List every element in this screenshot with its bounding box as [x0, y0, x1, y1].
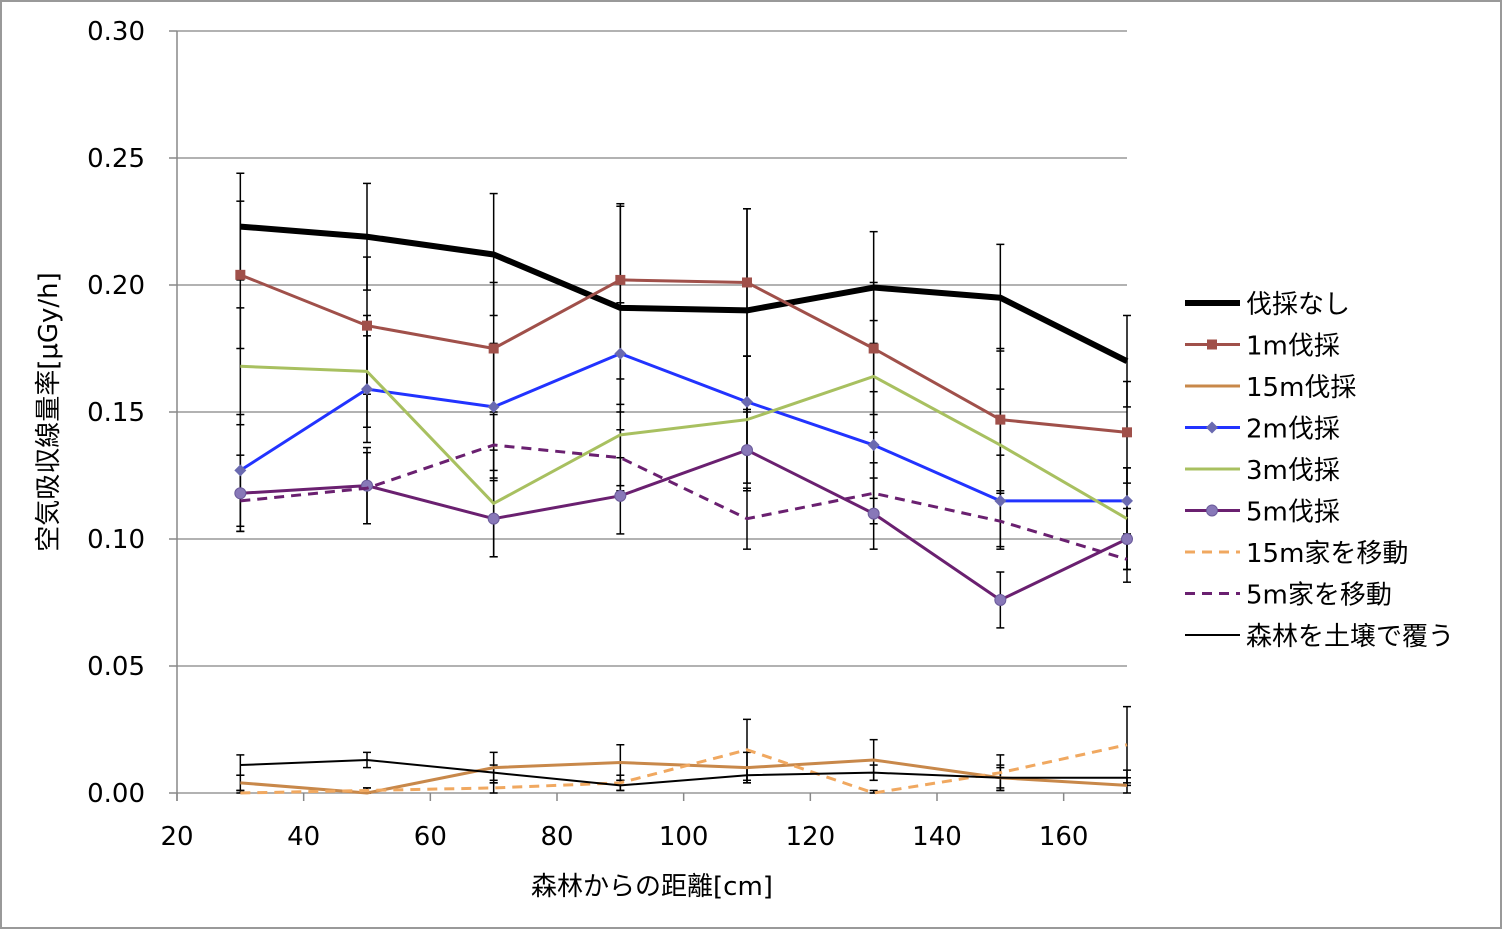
data-point	[994, 593, 1007, 606]
x-tick-label: 80	[540, 822, 573, 852]
y-tick-label: 0.10	[87, 525, 145, 555]
data-point	[487, 400, 500, 413]
legend-label: 5m伐採	[1246, 498, 1340, 528]
data-point	[868, 343, 879, 354]
y-tick-label: 0.15	[87, 398, 145, 428]
series-line	[240, 448, 1128, 602]
legend-label: 15m家を移動	[1246, 539, 1408, 569]
y-tick-label: 0.30	[87, 17, 145, 47]
data-point	[614, 489, 627, 502]
legend-label: 3m伐採	[1246, 456, 1340, 486]
legend-label: 1m伐採	[1246, 332, 1340, 362]
data-point	[1121, 533, 1133, 545]
data-point	[741, 395, 753, 408]
data-point	[362, 320, 372, 331]
series-line	[240, 223, 1129, 364]
y-tick-label: 0.05	[87, 652, 145, 682]
y-axis-label: 空気吸収線量率[μGy/h]	[34, 272, 64, 552]
data-point	[488, 343, 499, 354]
data-point	[234, 464, 247, 477]
series-line	[240, 443, 1128, 561]
data-point	[867, 507, 880, 520]
legend-label: 15m伐採	[1246, 373, 1356, 403]
data-point	[234, 487, 247, 500]
x-tick-label: 120	[786, 822, 836, 852]
data-point	[487, 512, 500, 525]
data-point	[235, 269, 246, 280]
x-tick-label: 100	[659, 822, 709, 852]
x-tick-label: 140	[912, 822, 962, 852]
data-point	[1207, 339, 1217, 350]
data-point	[867, 439, 880, 452]
x-tick-label: 60	[414, 822, 447, 852]
data-point	[741, 444, 753, 457]
data-point	[361, 383, 373, 396]
legend-label: 5m家を移動	[1246, 581, 1392, 611]
data-point	[1206, 504, 1218, 517]
y-tick-label: 0.00	[87, 779, 145, 809]
series-line	[240, 758, 1127, 787]
data-point	[994, 494, 1007, 507]
legend-label: 伐採なし	[1246, 290, 1350, 320]
data-point	[1121, 494, 1133, 507]
x-axis-label: 森林からの距離[cm]	[531, 872, 773, 902]
data-point	[995, 414, 1006, 425]
data-point	[615, 274, 626, 285]
data-point	[614, 347, 627, 360]
x-tick-label: 160	[1039, 822, 1089, 852]
x-tick-label: 20	[160, 822, 193, 852]
data-point	[742, 277, 752, 288]
series-line	[239, 273, 1128, 434]
y-tick-label: 0.20	[87, 271, 145, 301]
data-point	[1206, 421, 1218, 434]
x-tick-label: 40	[287, 822, 320, 852]
series-line	[240, 364, 1128, 520]
legend-label: 森林を土壌で覆う	[1246, 622, 1454, 652]
data-point	[1122, 427, 1132, 438]
y-tick-label: 0.25	[87, 144, 145, 174]
legend-label: 2m伐採	[1246, 415, 1340, 445]
